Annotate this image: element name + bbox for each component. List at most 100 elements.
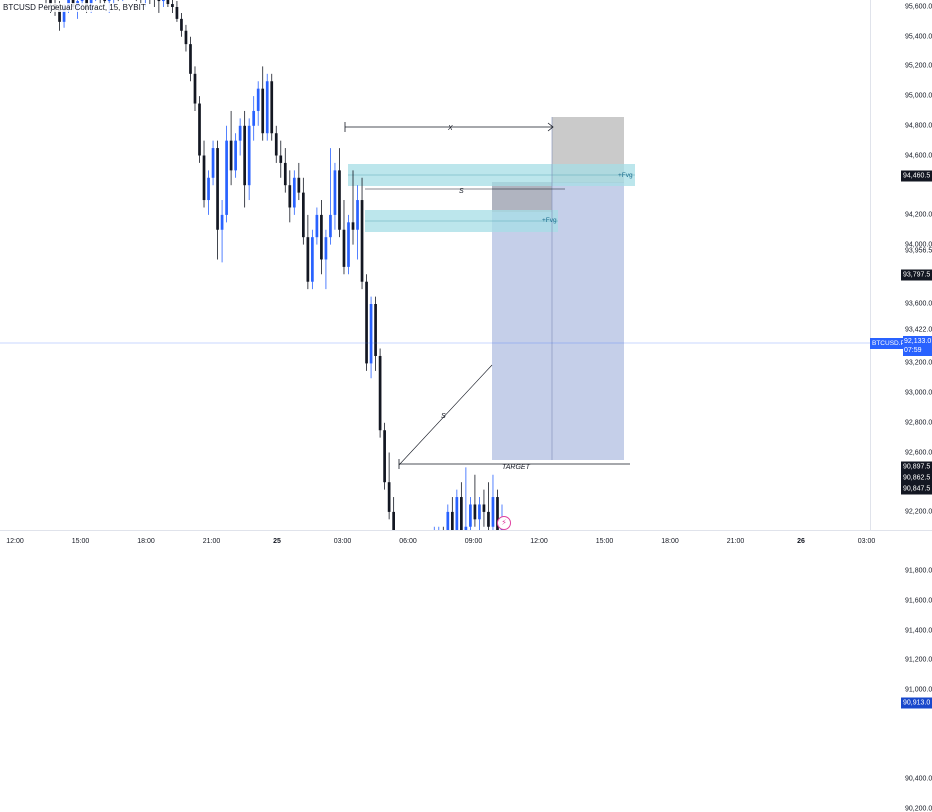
candle-body — [387, 482, 391, 512]
candle-body — [333, 170, 337, 215]
candle-body — [184, 30, 188, 45]
candle-body — [383, 430, 386, 483]
candle-body — [329, 214, 332, 238]
candle-body — [496, 497, 499, 530]
price-tick: 91,800.0 — [905, 567, 932, 575]
candle-body — [283, 162, 287, 186]
price-tick: 91,400.0 — [905, 627, 932, 635]
time-axis[interactable]: 12:00 15:00 18:00 21:00 25 03:00 06:00 09:00 12:… — [0, 530, 932, 551]
time-tick: 06:00 — [399, 538, 417, 545]
candle-body — [207, 177, 210, 201]
diagonal-line[interactable] — [398, 364, 493, 466]
candle-body — [171, 4, 174, 7]
candle-body — [347, 222, 350, 267]
s-label-top: S — [459, 188, 464, 195]
candle-body — [265, 81, 269, 134]
price-tick: 92,800.0 — [905, 419, 932, 427]
candle-body — [193, 73, 197, 104]
candle-body — [107, 0, 111, 2]
price-tick: 93,200.0 — [905, 359, 932, 367]
price-tick: 94,200.0 — [905, 211, 932, 219]
candle-body — [320, 214, 323, 260]
candle-body — [342, 229, 346, 267]
price-chart[interactable]: X S S TARGET +Fvg +Fvg — [0, 0, 870, 530]
candle-body — [351, 222, 355, 230]
candle-body — [460, 497, 463, 530]
price-badge: 90,897.5 — [901, 461, 932, 473]
candle-body — [261, 88, 265, 134]
price-badge: 93,797.5 — [901, 269, 932, 281]
candle-body — [189, 44, 192, 74]
candle-body — [247, 125, 251, 186]
candle-body — [211, 148, 215, 178]
price-tick: 92,600.0 — [905, 449, 932, 456]
candle-body — [198, 103, 201, 156]
candle-body — [180, 18, 183, 31]
current-price-badge: 92,133.0 07:59 — [903, 336, 932, 356]
candle-body — [243, 125, 247, 186]
price-tick: 90,200.0 — [905, 805, 932, 812]
candle-body — [175, 7, 179, 19]
candle-body — [238, 125, 242, 141]
candle-body — [315, 214, 319, 238]
countdown-timer: 07:59 — [904, 347, 922, 354]
time-tick: 25 — [273, 538, 281, 545]
time-tick: 18:00 — [661, 538, 679, 545]
fvg-label-1: +Fvg — [618, 172, 633, 179]
candle-body — [225, 140, 228, 215]
price-tick: 91,200.0 — [905, 656, 932, 664]
candle-body — [274, 133, 278, 156]
candle-body — [356, 200, 359, 230]
price-axis[interactable]: 95,600.0 95,400.0 95,200.0 95,000.0 94,800.0… — [870, 0, 932, 812]
candle-body — [220, 214, 224, 230]
time-tick: 15:00 — [71, 538, 90, 545]
time-tick: 15:00 — [595, 538, 614, 545]
stop-zone-1[interactable] — [492, 182, 552, 212]
time-tick: 09:00 — [464, 538, 483, 545]
price-tick: 94,800.0 — [905, 122, 932, 130]
symbol-title[interactable]: BTCUSD Perpetual Contract, 15, BYBIT — [3, 3, 146, 12]
price-tick: 95,200.0 — [905, 62, 932, 70]
candle-body — [324, 237, 328, 260]
candle-body — [369, 304, 373, 364]
candle-body — [478, 504, 481, 520]
price-tick: 93,000.0 — [905, 389, 932, 397]
symbol-tag: BTCUSD.P — [870, 338, 907, 349]
time-tick: 26 — [797, 538, 805, 545]
candles-layer — [45, 0, 504, 530]
candle-body — [252, 110, 256, 126]
candle-body — [360, 200, 364, 282]
price-tick: 91,000.0 — [905, 686, 932, 694]
candle-body — [311, 237, 314, 282]
price-tick: 95,400.0 — [905, 33, 932, 41]
price-badge: 93,956.5 — [905, 247, 932, 255]
price-tick: 95,600.0 — [905, 3, 932, 11]
time-tick: 12:00 — [6, 538, 24, 545]
candle-body — [374, 304, 377, 356]
candle-body — [297, 177, 301, 193]
candle-body — [482, 504, 486, 512]
candle-body — [491, 497, 495, 527]
candle-body — [49, 0, 52, 5]
candle-body — [216, 148, 219, 230]
price-tick: 95,000.0 — [905, 92, 932, 100]
price-tick: 94,600.0 — [905, 152, 932, 159]
candle-body — [270, 81, 274, 134]
candle-body — [234, 140, 237, 171]
candle-body — [279, 155, 283, 163]
x-arrow-head — [547, 122, 554, 132]
candle-body — [229, 140, 233, 171]
candle-body — [455, 497, 459, 530]
lightning-icon[interactable]: ⚡ — [497, 516, 511, 530]
drawings-layer: X S S TARGET +Fvg +Fvg — [344, 122, 633, 471]
candle-body — [202, 155, 206, 201]
candle-body — [338, 170, 341, 230]
price-tick: 93,600.0 — [905, 300, 932, 308]
time-tick: 21:00 — [202, 538, 221, 545]
fvg-label-2: +Fvg — [542, 217, 557, 224]
price-badge: 90,913.0 — [901, 697, 932, 709]
candle-body — [392, 511, 395, 530]
candle-body — [378, 355, 382, 431]
s-label-diag: S — [441, 413, 446, 420]
